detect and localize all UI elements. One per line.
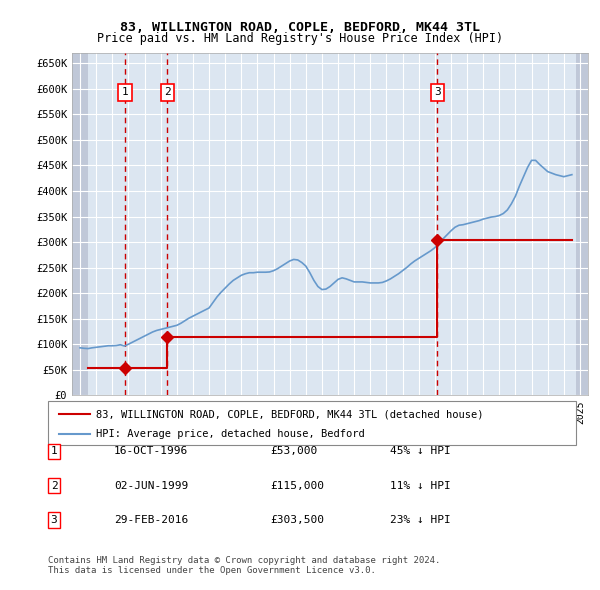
Bar <box>576 53 588 395</box>
Text: Contains HM Land Registry data © Crown copyright and database right 2024.
This d: Contains HM Land Registry data © Crown c… <box>48 556 440 575</box>
FancyBboxPatch shape <box>48 401 576 445</box>
Bar <box>72 53 88 395</box>
Text: 1: 1 <box>50 447 58 456</box>
Text: 16-OCT-1996: 16-OCT-1996 <box>114 447 188 456</box>
Text: 83, WILLINGTON ROAD, COPLE, BEDFORD, MK44 3TL: 83, WILLINGTON ROAD, COPLE, BEDFORD, MK4… <box>120 21 480 34</box>
Text: 45% ↓ HPI: 45% ↓ HPI <box>390 447 451 456</box>
Text: 1: 1 <box>122 87 128 97</box>
Text: £53,000: £53,000 <box>270 447 317 456</box>
Text: £303,500: £303,500 <box>270 515 324 525</box>
Text: 23% ↓ HPI: 23% ↓ HPI <box>390 515 451 525</box>
Text: 11% ↓ HPI: 11% ↓ HPI <box>390 481 451 490</box>
Text: HPI: Average price, detached house, Bedford: HPI: Average price, detached house, Bedf… <box>95 430 364 440</box>
Text: Price paid vs. HM Land Registry's House Price Index (HPI): Price paid vs. HM Land Registry's House … <box>97 32 503 45</box>
Text: 02-JUN-1999: 02-JUN-1999 <box>114 481 188 490</box>
Text: 29-FEB-2016: 29-FEB-2016 <box>114 515 188 525</box>
Text: 83, WILLINGTON ROAD, COPLE, BEDFORD, MK44 3TL (detached house): 83, WILLINGTON ROAD, COPLE, BEDFORD, MK4… <box>95 409 483 419</box>
Text: 2: 2 <box>164 87 171 97</box>
Text: £115,000: £115,000 <box>270 481 324 490</box>
Text: 3: 3 <box>50 515 58 525</box>
Text: 2: 2 <box>50 481 58 490</box>
Text: 3: 3 <box>434 87 441 97</box>
